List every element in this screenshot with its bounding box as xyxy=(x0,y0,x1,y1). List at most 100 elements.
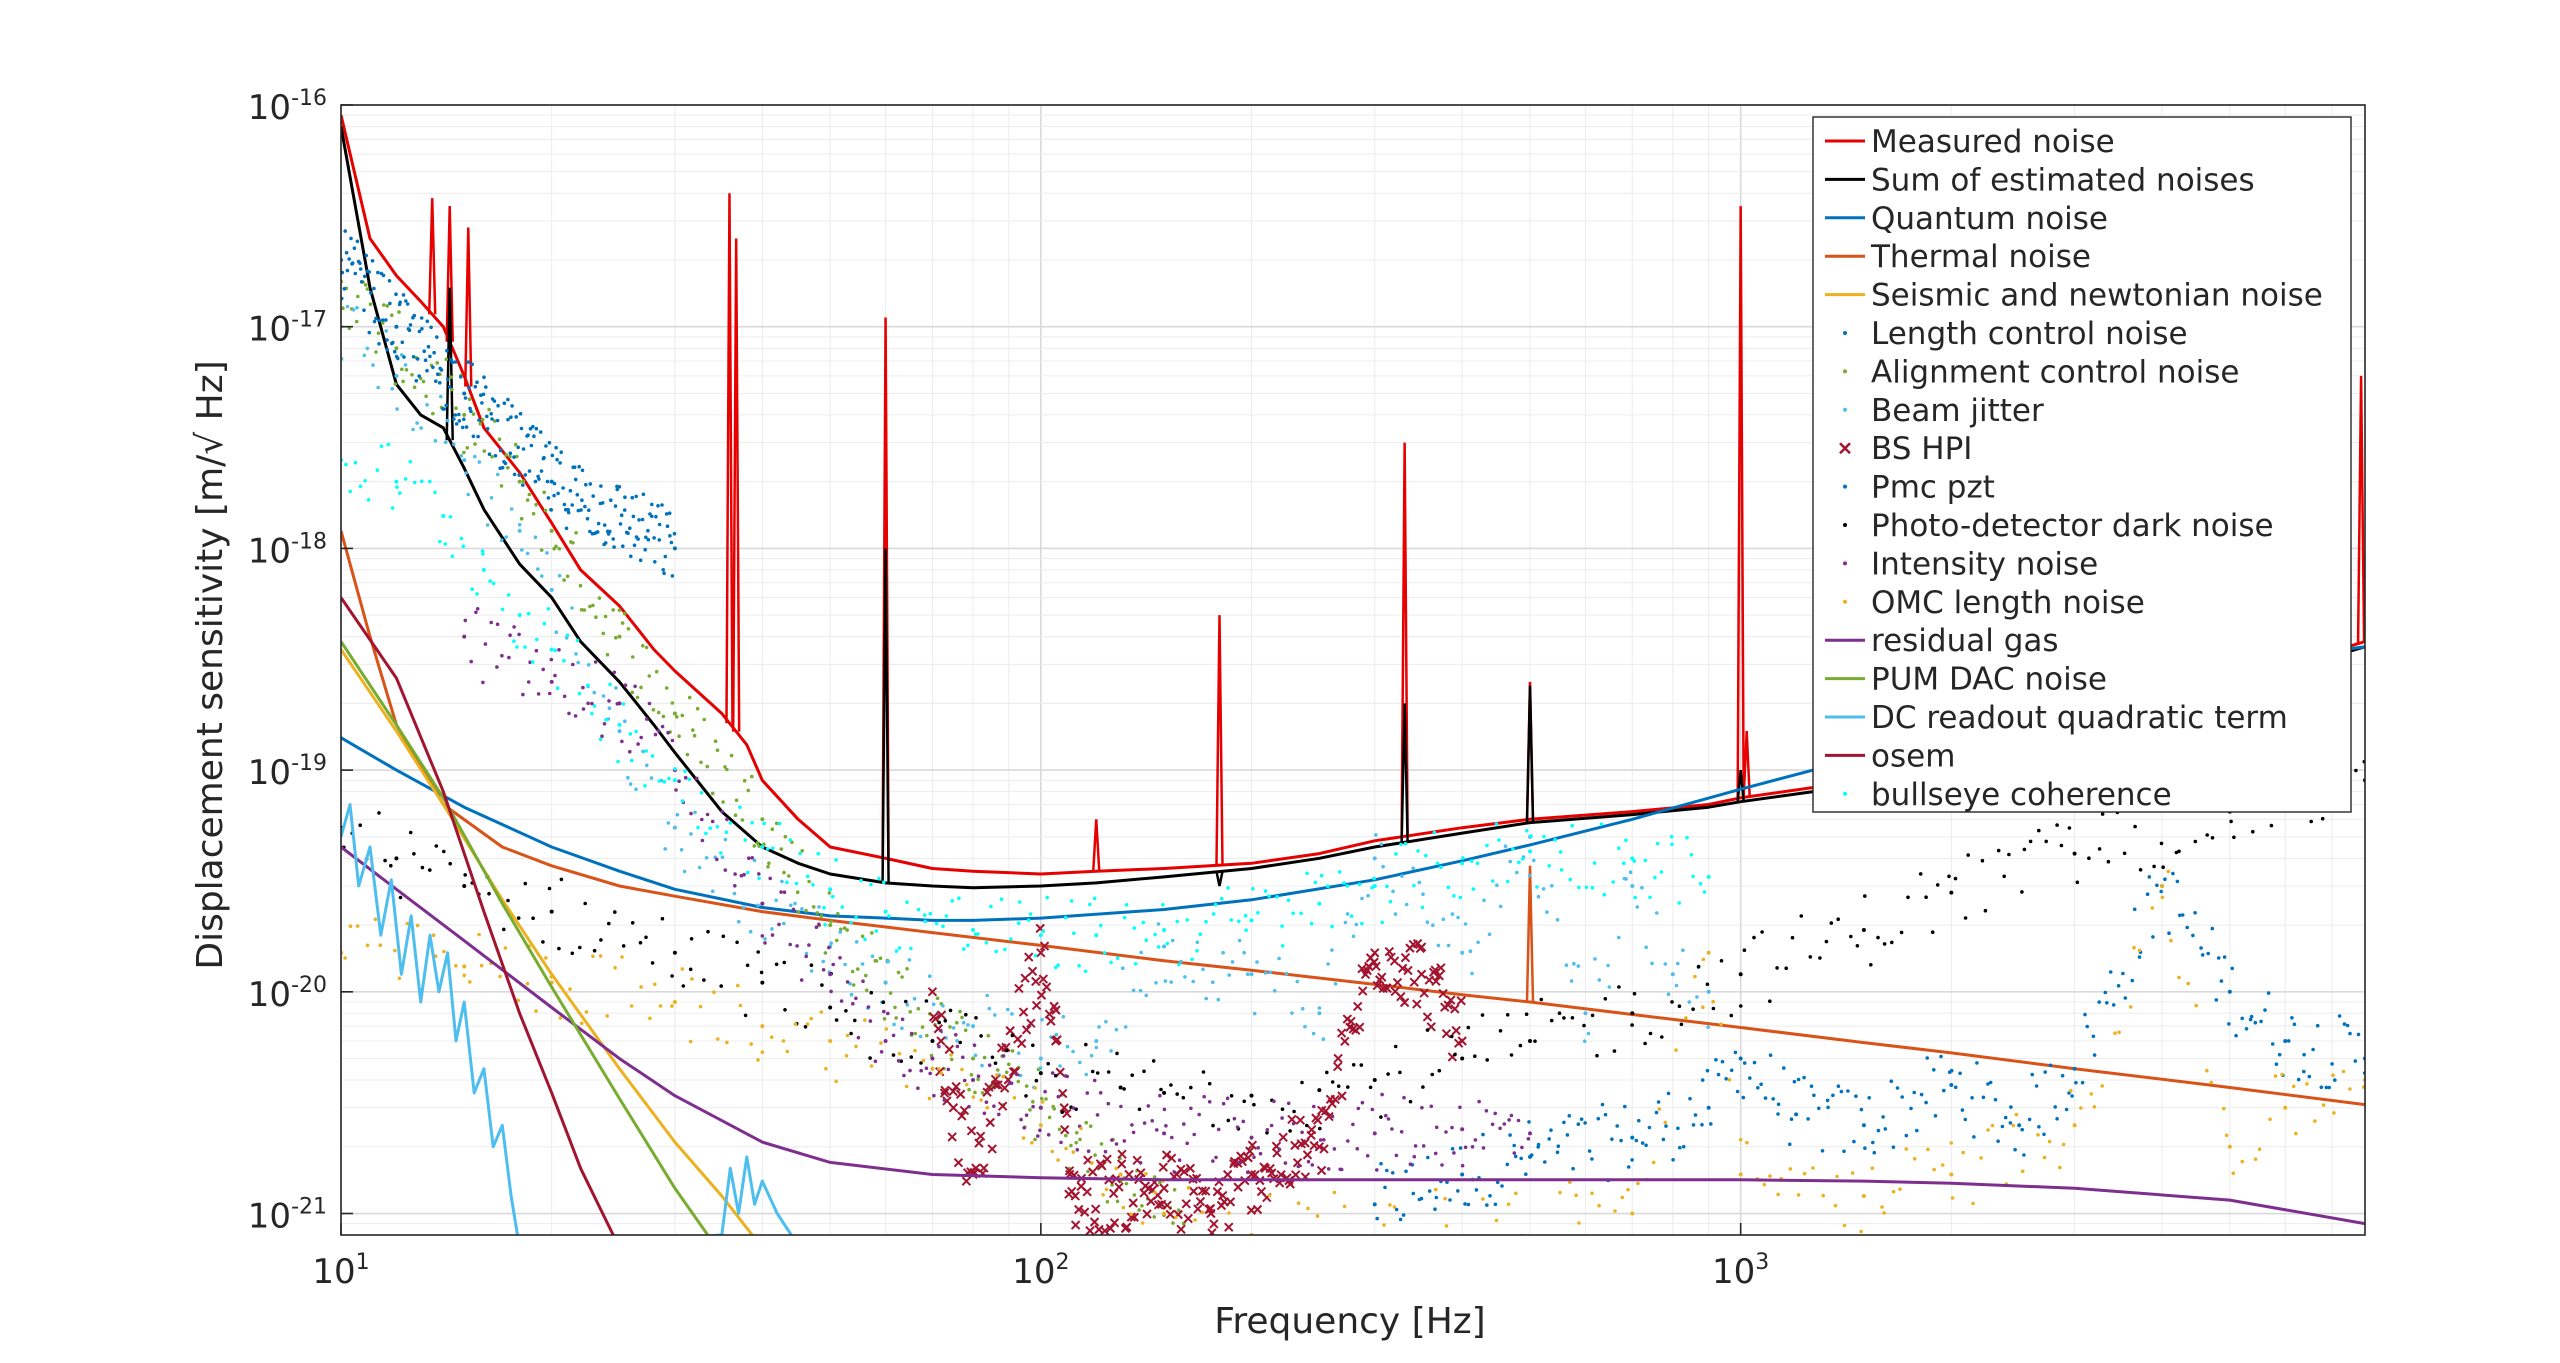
series-point xyxy=(821,959,825,964)
series-point xyxy=(821,968,826,972)
series-point xyxy=(394,292,398,297)
series-marker xyxy=(1153,1200,1164,1210)
series-point xyxy=(506,397,510,402)
series-point xyxy=(580,468,585,473)
series-point xyxy=(2138,868,2143,872)
series-point xyxy=(780,879,784,884)
series-point xyxy=(1784,966,1788,970)
series-point xyxy=(1090,1161,1094,1165)
series-point xyxy=(650,754,655,758)
series-point xyxy=(1079,1126,1083,1131)
series-point xyxy=(365,287,370,291)
series-point xyxy=(1084,1072,1088,1077)
series-marker xyxy=(1165,1209,1176,1220)
series-point xyxy=(588,529,592,534)
series-point xyxy=(415,357,420,361)
series-point xyxy=(574,531,578,535)
series-point xyxy=(1487,932,1492,937)
series-point xyxy=(1539,997,1544,1002)
series-marker xyxy=(1207,1228,1217,1235)
series-marker xyxy=(1117,1149,1127,1159)
series-marker xyxy=(987,1144,997,1154)
series-point xyxy=(1031,1104,1035,1109)
series-point xyxy=(2117,1030,2121,1034)
series-point xyxy=(576,508,581,513)
series-point xyxy=(955,1039,959,1043)
series-point xyxy=(1201,967,1205,972)
series-point xyxy=(453,360,458,364)
series-point xyxy=(1471,887,1476,891)
series-point xyxy=(1412,883,1416,888)
series-point xyxy=(542,455,546,460)
series-point xyxy=(1735,1089,1740,1094)
series-point xyxy=(613,910,617,914)
series-point xyxy=(1572,961,1576,966)
series-point xyxy=(2083,1012,2087,1017)
series-point xyxy=(1768,1174,1772,1178)
series-point xyxy=(1237,938,1242,943)
series-point xyxy=(1979,1156,1983,1160)
series-point xyxy=(394,324,399,329)
series-point xyxy=(614,686,618,690)
series-point xyxy=(756,1058,760,1062)
series-point xyxy=(1681,1144,1686,1149)
series-point xyxy=(571,541,575,545)
series-point xyxy=(1001,1074,1005,1079)
series-point xyxy=(688,967,693,972)
series-point xyxy=(1557,1011,1562,1015)
series-point xyxy=(358,267,363,271)
series-point xyxy=(1229,1094,1234,1098)
series-point xyxy=(1092,1078,1097,1083)
series-point xyxy=(1517,860,1521,865)
series-point xyxy=(613,504,618,508)
series-point xyxy=(1706,1025,1710,1029)
legend-label: residual gas xyxy=(1871,623,2059,659)
series-point xyxy=(984,1100,989,1104)
series-point xyxy=(405,302,410,306)
series-point xyxy=(1855,944,1860,948)
series-point xyxy=(1399,1130,1404,1134)
series-point xyxy=(971,1056,976,1061)
series-point xyxy=(1101,1193,1105,1197)
series-point xyxy=(2354,768,2358,773)
series-point xyxy=(1109,960,1113,965)
series-point xyxy=(442,407,447,411)
series-point xyxy=(1623,1104,1627,1109)
series-point xyxy=(521,479,526,484)
legend-label: Seismic and newtonian noise xyxy=(1871,278,2323,314)
series-point xyxy=(553,648,558,653)
series-point xyxy=(723,837,728,842)
series-point xyxy=(1085,1091,1090,1095)
series-point xyxy=(541,940,545,944)
series-point xyxy=(438,381,442,385)
series-point xyxy=(1372,884,1377,889)
series-point xyxy=(628,749,632,754)
series-point xyxy=(454,406,458,411)
y-tick-label: 10-18 xyxy=(248,529,327,571)
series-point xyxy=(620,955,624,959)
series-point xyxy=(348,489,353,494)
series-point xyxy=(1582,1023,1586,1028)
series-point xyxy=(1269,1123,1274,1128)
series-point xyxy=(985,993,989,998)
series-point xyxy=(1742,1061,1747,1065)
series-point xyxy=(394,479,399,484)
series-point xyxy=(873,1059,878,1064)
series-point xyxy=(788,838,792,842)
series-marker xyxy=(1055,1067,1065,1077)
series-marker xyxy=(1079,1207,1090,1217)
series-point xyxy=(1904,1133,1909,1138)
series-point xyxy=(1249,972,1254,977)
series-point xyxy=(1272,989,1277,993)
series-point xyxy=(2216,956,2221,960)
series-marker xyxy=(1457,1036,1467,1046)
series-point xyxy=(1346,1139,1350,1143)
series-point xyxy=(398,895,403,900)
series-point xyxy=(1172,1188,1177,1192)
series-point xyxy=(763,941,767,945)
series-point xyxy=(1444,1224,1449,1228)
series-point xyxy=(1528,1154,1533,1159)
series-point xyxy=(1036,1134,1040,1138)
series-point xyxy=(2014,1112,2019,1117)
series-point xyxy=(591,603,595,608)
